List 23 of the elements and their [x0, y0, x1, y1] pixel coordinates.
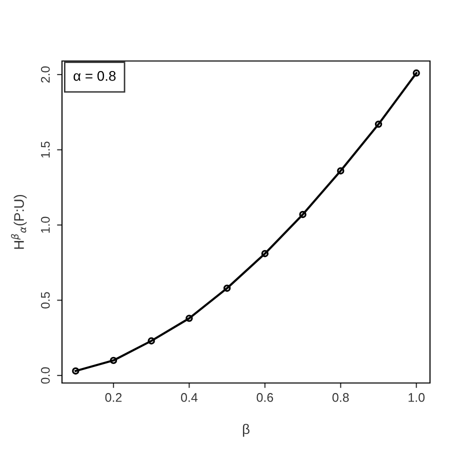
- x-axis-title: β: [242, 424, 250, 437]
- y-tick-label: 0.5: [40, 292, 50, 308]
- y-tick-label: 1.5: [41, 142, 50, 158]
- point: [261, 250, 269, 258]
- point: [148, 337, 155, 344]
- y-tick-label: 2.0: [40, 66, 50, 83]
- y-axis-title: H$^{β}$$_{α}$(P:U): [11, 194, 27, 249]
- point: [72, 367, 80, 375]
- point: [186, 314, 193, 322]
- x-tick-label: 0.8: [332, 393, 349, 402]
- x-tick-label: 0.2: [105, 393, 122, 402]
- point: [337, 167, 344, 174]
- point: [374, 120, 382, 128]
- x-tick-label: 0.6: [256, 393, 274, 402]
- point: [299, 210, 306, 218]
- y-tick-label: 0.0: [40, 367, 50, 384]
- point: [412, 69, 420, 77]
- annotation: α = 0.8: [74, 71, 116, 81]
- point: [110, 356, 118, 364]
- point: [223, 284, 231, 292]
- x-tick-label: 1.0: [408, 393, 425, 402]
- x-tick-label: 0.4: [181, 393, 198, 402]
- y-tick-label: 1.0: [40, 216, 50, 233]
